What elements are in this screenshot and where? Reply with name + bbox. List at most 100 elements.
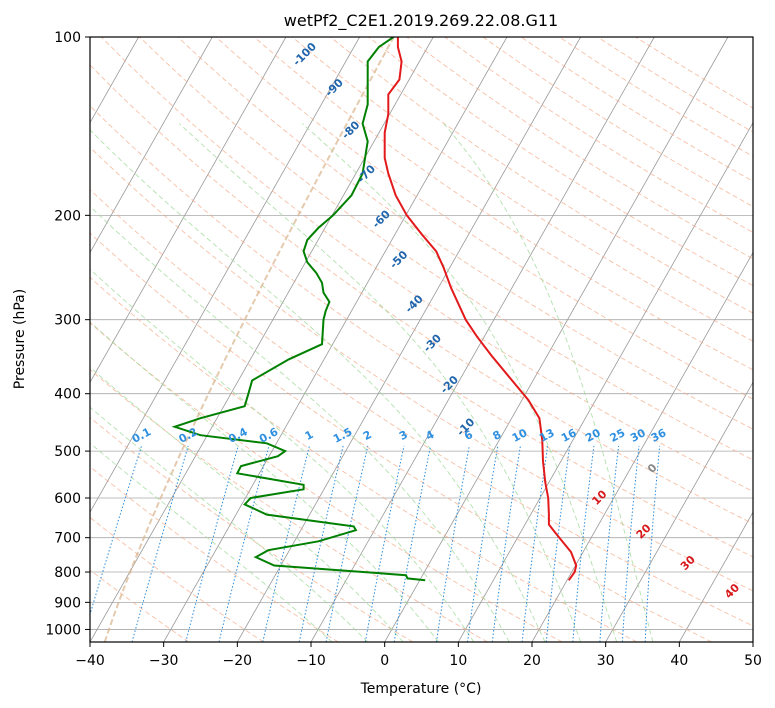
mixing-ratio-line — [545, 445, 571, 642]
temperature-profile-line — [383, 37, 578, 581]
dry-adiabat-label: -40 — [403, 292, 426, 315]
mixing-ratio-line — [572, 445, 595, 642]
dry-adiabat-line — [559, 37, 753, 157]
moist-adiabat-line — [90, 321, 439, 642]
dry-adiabat-line — [90, 276, 638, 642]
x-tick-label: −40 — [75, 653, 105, 669]
dry-adiabat-line — [139, 37, 753, 461]
x-tick-label: 50 — [744, 653, 762, 669]
grid-layer — [0, 37, 753, 642]
y-tick-label: 900 — [54, 595, 81, 611]
isotherm-line — [457, 121, 753, 642]
moist-adiabat-label: 30 — [678, 553, 698, 573]
plot-frame — [89, 36, 754, 643]
moist-adiabat-line — [90, 268, 475, 642]
dry-adiabat-line — [597, 37, 753, 133]
y-tick-label: 800 — [54, 565, 81, 581]
isotherm-line — [236, 37, 581, 642]
dry-adiabat-line — [444, 37, 753, 233]
mixing-ratio-line — [467, 445, 499, 642]
x-tick-label: 20 — [523, 653, 541, 669]
mixing-ratio-line — [491, 445, 521, 642]
mixing-ratio-label: 3 — [397, 428, 410, 443]
chart-title: wetPf2_C2E1.2019.269.22.08.G11 — [284, 11, 558, 31]
dry-adiabat-line — [90, 232, 712, 642]
y-tick-label: 400 — [54, 387, 81, 403]
dry-adiabat-line — [177, 37, 753, 430]
dry-adiabat-line — [90, 368, 488, 642]
mixing-ratio-line — [364, 445, 405, 642]
mixing-ratio-line — [218, 445, 270, 642]
mixing-ratio-label: 25 — [608, 426, 628, 445]
mixing-ratio-line — [621, 445, 640, 642]
dry-adiabat-line — [635, 37, 753, 109]
isotherm-line — [90, 37, 213, 254]
isotherm-line — [384, 37, 729, 642]
mixing-ratio-label: 16 — [559, 426, 579, 445]
y-tick-label: 700 — [54, 531, 81, 547]
dry-adiabat-line — [90, 64, 753, 525]
mixing-ratio-label: 2 — [361, 428, 374, 443]
isoline-label-layer: 0.1 0.2 0.4 0.6 1 1.5 2 3 4 6 8 10 13 16 20 25 30 36-100-… — [130, 40, 743, 601]
x-axis-label: Temperature (°C) — [360, 681, 482, 697]
dry-adiabat-label: -60 — [370, 207, 393, 230]
x-tick-label: −30 — [149, 653, 179, 669]
y-tick-label: 200 — [54, 208, 81, 224]
isotherm-line — [752, 641, 753, 642]
isotherm-line — [531, 251, 753, 642]
axis-ticks: −40 −30 −20 −10 0 10 20 30 40 50 100 200 300 400 500 60… — [45, 30, 762, 669]
y-axis-label: Pressure (hPa) — [12, 289, 28, 389]
mixing-ratio-line — [131, 445, 189, 642]
mixing-ratio-label: 20 — [583, 426, 603, 445]
isotherm-line — [163, 37, 508, 642]
mixing-ratio-label: 1 — [303, 428, 316, 443]
dry-adiabat-line — [90, 416, 414, 642]
x-tick-label: −20 — [223, 653, 253, 669]
dry-adiabat-line — [253, 37, 753, 371]
y-tick-label: 100 — [54, 30, 81, 46]
dry-adiabat-label: -100 — [290, 40, 319, 69]
mixing-ratio-label: 36 — [649, 426, 669, 445]
x-tick-label: 0 — [380, 653, 389, 669]
dry-adiabat-line — [90, 516, 264, 642]
dry-adiabat-line — [90, 466, 339, 642]
mixing-ratio-label: 30 — [628, 426, 648, 445]
dry-adiabat-line — [90, 146, 753, 592]
dry-adiabat-label: -10 — [454, 415, 477, 438]
isotherm-line — [0, 37, 65, 642]
isotherm-line — [90, 37, 360, 513]
isotherm-line — [90, 37, 287, 384]
y-tick-label: 300 — [54, 313, 81, 329]
isotherm-line — [605, 381, 753, 642]
moist-adiabat-line — [90, 205, 510, 642]
mixing-ratio-label: 13 — [537, 426, 557, 445]
isotherm-line — [90, 37, 434, 642]
moist-adiabat-line — [443, 123, 654, 642]
dry-adiabat-line — [368, 37, 753, 287]
dry-adiabat-line — [520, 37, 753, 182]
dry-adiabat-line — [406, 37, 753, 260]
mixing-ratio-label: 0.1 — [130, 425, 153, 446]
y-tick-label: 500 — [54, 444, 81, 460]
mixing-ratio-line — [325, 445, 369, 642]
series-layer — [171, 37, 578, 582]
mixing-ratio-line — [298, 445, 344, 642]
dry-adiabat-line — [215, 37, 753, 400]
dry-adiabat-line — [90, 322, 563, 642]
moist-adiabat-line — [302, 123, 618, 642]
moist-adiabat-label: 20 — [634, 521, 654, 541]
isotherm-line — [678, 511, 753, 642]
moist-adiabat-label: 10 — [589, 487, 609, 507]
moist-adiabat-line — [90, 129, 546, 642]
mixing-ratio-line — [599, 445, 620, 642]
mixing-ratio-label: 10 — [510, 426, 530, 445]
dry-adiabat-line — [101, 37, 753, 492]
mixing-ratio-line — [644, 445, 661, 642]
dry-adiabat-line — [330, 37, 753, 314]
mixing-ratio-line — [90, 445, 142, 616]
moist-adiabat-line — [90, 406, 369, 642]
dry-adiabat-line — [90, 105, 753, 558]
dry-adiabat-line — [291, 37, 753, 342]
moist-adiabat-label: 40 — [722, 581, 742, 601]
dry-adiabat-label: -80 — [339, 118, 362, 141]
